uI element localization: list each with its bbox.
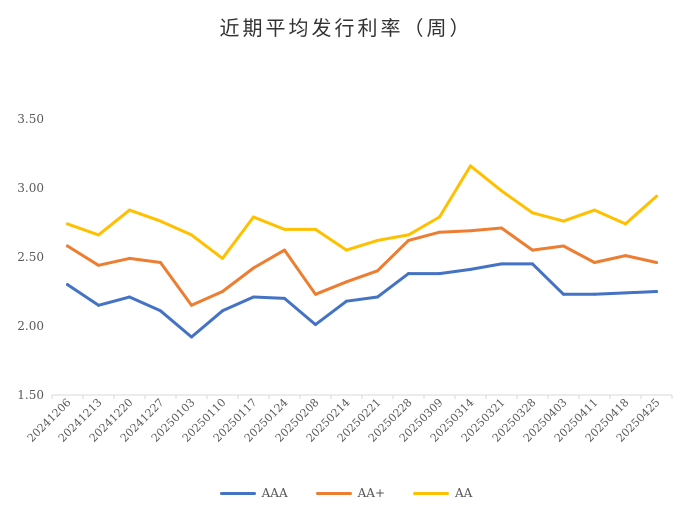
data-point xyxy=(624,222,627,226)
data-point xyxy=(66,244,69,248)
data-point xyxy=(345,299,348,303)
data-point xyxy=(376,269,379,273)
data-point xyxy=(252,215,255,219)
y-tick-label: 1.50 xyxy=(17,388,44,402)
legend-label: AA xyxy=(455,486,473,500)
chart-title: 近期平均发行利率（周） xyxy=(219,16,473,40)
data-point xyxy=(500,262,503,266)
data-point xyxy=(128,208,131,212)
data-point xyxy=(252,266,255,270)
data-point xyxy=(97,233,100,237)
data-point xyxy=(438,230,441,234)
legend-label: AAA xyxy=(261,486,288,500)
data-point xyxy=(655,194,658,198)
y-tick-label: 3.50 xyxy=(17,112,44,126)
data-point xyxy=(221,256,224,260)
data-point xyxy=(314,323,317,327)
data-point xyxy=(345,248,348,252)
data-point xyxy=(562,244,565,248)
data-point xyxy=(190,335,193,339)
data-point xyxy=(624,291,627,295)
data-point xyxy=(314,227,317,231)
data-point xyxy=(159,261,162,265)
data-point xyxy=(531,248,534,252)
data-point xyxy=(593,208,596,212)
data-point xyxy=(531,211,534,215)
data-point xyxy=(159,219,162,223)
y-tick-label: 2.00 xyxy=(17,319,44,333)
legend-swatch xyxy=(413,491,450,495)
data-point xyxy=(593,292,596,296)
data-point xyxy=(500,189,503,193)
series-line-aa xyxy=(66,164,658,260)
y-tick-label: 2.50 xyxy=(17,250,44,264)
data-point xyxy=(128,256,131,260)
data-point xyxy=(438,215,441,219)
data-point xyxy=(97,303,100,307)
data-point xyxy=(407,238,410,242)
data-point xyxy=(221,309,224,313)
data-point xyxy=(376,238,379,242)
legend-label: AA+ xyxy=(357,486,386,500)
data-point xyxy=(190,233,193,237)
data-point xyxy=(283,248,286,252)
y-tick-label: 3.00 xyxy=(17,181,44,195)
series-line-aaa xyxy=(66,262,658,339)
data-point xyxy=(469,267,472,271)
data-point xyxy=(407,233,410,237)
data-point xyxy=(66,222,69,226)
data-point xyxy=(283,227,286,231)
data-point xyxy=(314,292,317,296)
legend-item: AA+ xyxy=(315,486,386,500)
data-point xyxy=(593,261,596,265)
data-point xyxy=(252,295,255,299)
data-point xyxy=(128,295,131,299)
data-point xyxy=(531,262,534,266)
data-point xyxy=(376,295,379,299)
data-point xyxy=(345,280,348,284)
data-point xyxy=(469,229,472,233)
data-point xyxy=(66,283,69,287)
legend-item: AAA xyxy=(219,486,288,500)
legend-swatch xyxy=(315,491,352,495)
data-point xyxy=(221,290,224,293)
data-point xyxy=(624,254,627,258)
data-point xyxy=(159,309,162,313)
data-point xyxy=(469,164,472,168)
data-point xyxy=(655,261,658,265)
legend-swatch xyxy=(219,491,256,495)
data-point xyxy=(407,272,410,276)
legend: AAA AA+ AA xyxy=(0,486,692,500)
data-point xyxy=(562,219,565,223)
data-point xyxy=(190,303,193,307)
series-line-aa-plus xyxy=(66,226,658,307)
data-point xyxy=(283,296,286,300)
data-point xyxy=(97,263,100,267)
data-point xyxy=(562,292,565,296)
legend-item: AA xyxy=(413,486,472,500)
data-point xyxy=(655,290,658,293)
data-point xyxy=(500,226,503,230)
data-point xyxy=(438,272,441,276)
